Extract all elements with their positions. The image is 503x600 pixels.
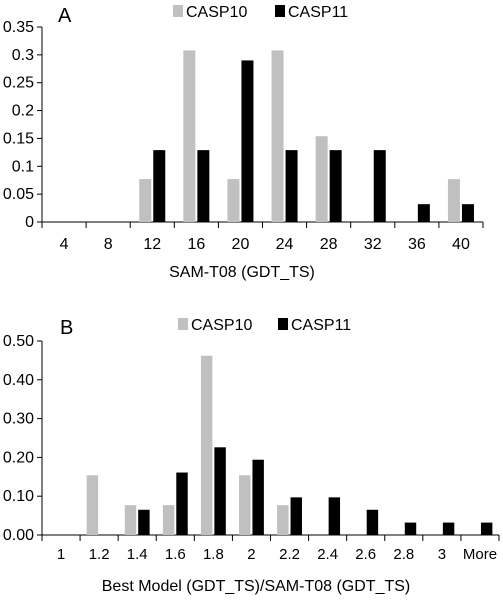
legend-swatch-casp11-b xyxy=(278,318,288,330)
x-tick-label: 36 xyxy=(408,236,426,253)
x-tick-label: 2.2 xyxy=(279,546,300,563)
bar-casp11-b xyxy=(366,509,379,535)
x-tick-label: 1.8 xyxy=(203,546,224,563)
x-tick-label: 2.8 xyxy=(393,546,414,563)
bar-casp11-b xyxy=(176,472,188,535)
y-tick-label: 0.3 xyxy=(12,47,34,64)
bar-casp11-a xyxy=(373,150,386,222)
bar-casp11-a xyxy=(153,150,166,222)
bar-casp11-a xyxy=(197,150,210,222)
panel-label-b: B xyxy=(60,317,73,339)
bar-casp10-b xyxy=(124,505,137,535)
x-tick-label: 20 xyxy=(232,236,250,253)
x-tick-label: More xyxy=(463,546,497,563)
bar-casp10-a xyxy=(271,50,284,223)
bar-casp11-b xyxy=(404,522,417,535)
bar-casp10-a xyxy=(315,136,328,222)
x-axis-label-b: Best Model (GDT_TS)/SAM-T08 (GDT_TS) xyxy=(102,578,411,595)
x-tick-label: 3 xyxy=(438,546,446,563)
x-tick-label: 24 xyxy=(276,236,294,253)
y-tick-label: 0.15 xyxy=(3,130,34,147)
bar-casp11-b xyxy=(442,522,455,535)
x-tick-label: 32 xyxy=(364,236,382,253)
bar-casp11-b xyxy=(214,447,226,535)
x-tick-label: 16 xyxy=(187,236,205,253)
legend-label-casp11-b: CASP11 xyxy=(291,317,351,334)
y-tick-label: 0.40 xyxy=(3,372,34,389)
x-tick-label: 12 xyxy=(143,236,161,253)
legend-a: CASP10 CASP11 xyxy=(173,4,348,21)
x-tick-label: 8 xyxy=(104,236,113,253)
x-tick-label: 4 xyxy=(60,236,69,253)
y-tick-label: 0.00 xyxy=(3,527,34,544)
y-tick-label: 0.20 xyxy=(3,449,34,466)
x-axis-label-a: SAM-T08 (GDT_TS) xyxy=(169,264,315,281)
x-tick-label: 1.2 xyxy=(89,546,110,563)
y-tick-label: 0.30 xyxy=(3,411,34,428)
x-tick-label: 1.6 xyxy=(165,546,186,563)
x-tick-label: 40 xyxy=(452,236,470,253)
x-tick-label: 1.4 xyxy=(127,546,148,563)
y-tick-label: 0.1 xyxy=(12,158,34,175)
bar-casp10-b xyxy=(200,355,213,535)
x-tick-label: 2.4 xyxy=(317,546,338,563)
bar-casp11-a xyxy=(241,60,254,222)
y-tick-label: 0.10 xyxy=(3,488,34,505)
panel-label-a: A xyxy=(58,5,72,27)
legend-swatch-casp11-a xyxy=(275,5,285,17)
legend-label-casp11-a: CASP11 xyxy=(288,4,348,21)
bar-casp11-a xyxy=(461,204,474,222)
legend-label-casp10-b: CASP10 xyxy=(191,317,252,334)
bar-casp10-b xyxy=(277,505,289,535)
bar-casp10-b xyxy=(86,475,99,535)
x-tick-label: 2 xyxy=(247,546,255,563)
y-tick-label: 0.50 xyxy=(3,333,34,350)
legend-b: CASP10 CASP11 xyxy=(178,317,351,334)
bar-casp11-b xyxy=(138,509,150,535)
chart-panel-a: A CASP10 CASP11 0 0.05 0.1 0.15 0.2 0.25 0.3 0.… xyxy=(3,4,484,281)
y-tick-label: 0.05 xyxy=(3,186,34,203)
plot-area-a: 0 0.05 0.1 0.15 0.2 0.25 0.3 0.35 4 8 12 16 20 24 28 32… xyxy=(3,19,484,253)
x-tick-label: 1 xyxy=(57,546,65,563)
y-tick-label: 0.2 xyxy=(12,103,34,120)
y-tick-label: 0 xyxy=(25,214,34,231)
bar-casp11-b xyxy=(252,459,264,535)
bar-casp10-a xyxy=(227,179,240,222)
bar-casp11-b xyxy=(480,522,493,535)
bar-casp10-b xyxy=(239,475,251,535)
legend-label-casp10-a: CASP10 xyxy=(186,4,247,21)
plot-area-b: 0.00 0.10 0.20 0.30 0.40 0.50 1 1.2 1.4 1.6 1.8 2 2.… xyxy=(3,333,500,563)
bar-casp11-a xyxy=(417,204,430,222)
y-tick-label: 0.25 xyxy=(3,75,34,92)
chart-panel-b: B CASP10 CASP11 0.00 0.10 0.20 0.30 0.40 0.50… xyxy=(3,317,500,595)
x-tick-label: 2.6 xyxy=(355,546,376,563)
legend-swatch-casp10-a xyxy=(173,5,183,17)
bar-casp10-a xyxy=(447,179,460,222)
legend-swatch-casp10-b xyxy=(178,318,188,330)
bar-casp10-a xyxy=(139,179,152,222)
bar-casp11-b xyxy=(328,497,341,535)
x-tick-label: 28 xyxy=(320,236,338,253)
bar-casp11-a xyxy=(329,150,342,222)
y-tick-label: 0.35 xyxy=(3,19,34,36)
bar-casp10-a xyxy=(183,50,196,223)
bar-casp10-b xyxy=(162,505,175,535)
bar-casp11-b xyxy=(290,497,302,535)
bar-casp11-a xyxy=(285,150,298,222)
